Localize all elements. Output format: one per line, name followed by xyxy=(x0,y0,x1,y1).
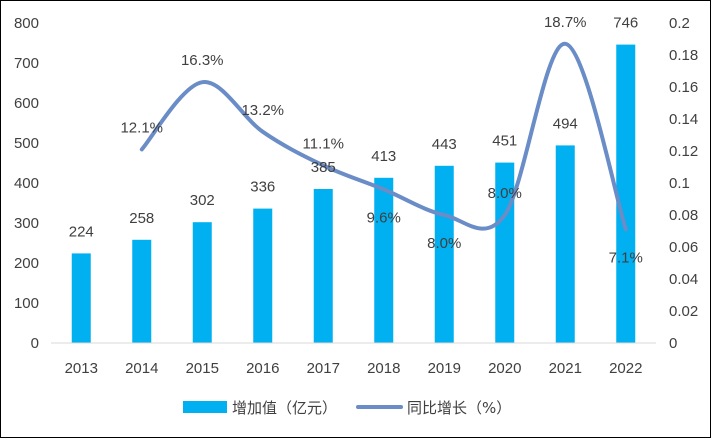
line-value-label: 7.1% xyxy=(609,249,643,266)
line-value-label: 11.1% xyxy=(303,135,344,152)
bar-value-label: 443 xyxy=(432,136,457,153)
legend-bar-swatch xyxy=(183,401,227,413)
bar-value-label: 336 xyxy=(250,179,275,196)
y-right-tick-label: 0.1 xyxy=(669,175,690,192)
x-tick-label: 2016 xyxy=(246,360,279,377)
y-right-tick-label: 0.06 xyxy=(669,239,698,256)
bar-value-label: 302 xyxy=(190,192,215,209)
data-labels-group: 224 258 302 336 385 413 443 451 494 746 12.1% 16.3%… xyxy=(69,14,643,267)
bars-group xyxy=(71,44,636,343)
bar-2021 xyxy=(555,145,575,343)
y-left-tick-label: 200 xyxy=(14,255,39,272)
line-value-label: 12.1% xyxy=(120,119,163,136)
line-value-label: 8.0% xyxy=(488,185,522,202)
line-value-label: 16.3% xyxy=(181,52,224,69)
y-left-tick-label: 0 xyxy=(31,335,39,352)
bar-2019 xyxy=(434,165,454,343)
y-left-tick-label: 800 xyxy=(14,15,39,32)
x-tick-label: 2019 xyxy=(428,360,461,377)
bar-value-label: 413 xyxy=(371,148,396,165)
axes-group: 2013 2014 2015 2016 2017 2018 2019 2020 2021 2022… xyxy=(14,15,698,377)
bar-2015 xyxy=(192,222,212,343)
x-tick-label: 2015 xyxy=(186,360,219,377)
y-right-tick-label: 0 xyxy=(669,335,677,352)
bar-value-label: 258 xyxy=(129,210,154,227)
legend-line-label: 同比增长（%） xyxy=(407,399,511,417)
x-tick-label: 2022 xyxy=(609,360,642,377)
x-tick-label: 2021 xyxy=(549,360,582,377)
x-tick-label: 2018 xyxy=(367,360,400,377)
x-tick-label: 2020 xyxy=(488,360,521,377)
y-left-tick-label: 600 xyxy=(14,95,39,112)
line-value-label: 18.7% xyxy=(544,14,587,31)
x-tick-label: 2017 xyxy=(307,360,340,377)
legend: 增加值（亿元） 同比增长（%） xyxy=(183,399,511,417)
bar-2016 xyxy=(253,208,273,343)
y-right-tick-label: 0.14 xyxy=(669,111,698,128)
y-right-tick-label: 0.2 xyxy=(669,15,690,32)
bar-2014 xyxy=(132,239,152,343)
y-left-tick-label: 300 xyxy=(14,215,39,232)
growth-line xyxy=(139,41,628,232)
bar-value-label: 451 xyxy=(492,133,517,150)
bar-2018 xyxy=(374,177,394,343)
y-right-tick-label: 0.08 xyxy=(669,207,698,224)
legend-bar-label: 增加值（亿元） xyxy=(232,399,337,417)
line-value-label: 9.6% xyxy=(367,209,401,226)
y-right-tick-label: 0.04 xyxy=(669,271,698,288)
x-tick-label: 2013 xyxy=(65,360,98,377)
y-left-tick-label: 700 xyxy=(14,55,39,72)
bar-2013 xyxy=(71,253,91,343)
x-tick-label: 2014 xyxy=(125,360,158,377)
bar-value-label: 494 xyxy=(553,115,578,132)
bar-value-label: 224 xyxy=(69,223,94,240)
bar-2022 xyxy=(616,44,636,343)
y-right-tick-label: 0.02 xyxy=(669,303,698,320)
y-right-tick-label: 0.12 xyxy=(669,143,698,160)
bar-value-label: 746 xyxy=(613,15,638,32)
y-left-tick-label: 500 xyxy=(14,135,39,152)
y-right-tick-label: 0.18 xyxy=(669,47,698,64)
y-left-tick-label: 400 xyxy=(14,175,39,192)
line-value-label: 13.2% xyxy=(241,102,284,119)
y-left-tick-label: 100 xyxy=(14,295,39,312)
bar-2017 xyxy=(313,189,333,343)
line-group xyxy=(139,41,628,232)
bar-value-label: 385 xyxy=(311,159,336,176)
line-value-label: 8.0% xyxy=(427,235,461,252)
y-right-tick-label: 0.16 xyxy=(669,79,698,96)
